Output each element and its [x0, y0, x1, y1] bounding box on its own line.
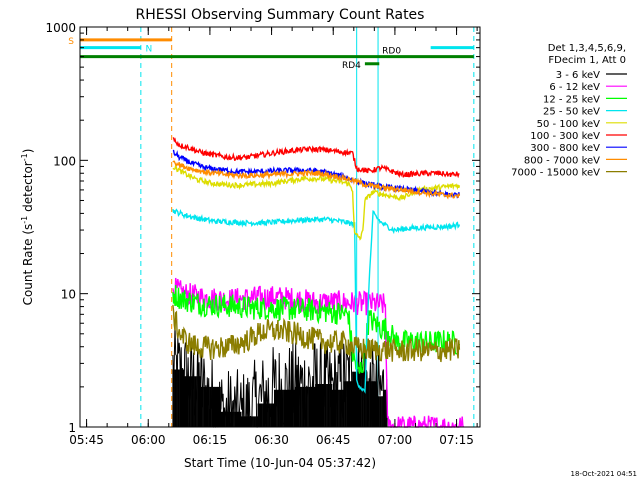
series-line-5 [172, 137, 460, 179]
y-tick-label-1: 10 [61, 288, 76, 302]
x-tick-label-3: 06:30 [254, 433, 289, 447]
legend-label-1: 6 - 12 keV [549, 82, 600, 93]
series-line-7 [172, 160, 461, 200]
legend-label-7: 800 - 7000 keV [524, 155, 600, 166]
series-line-1 [172, 277, 465, 429]
x-tick-label-5: 07:00 [378, 433, 413, 447]
legend-label-4: 50 - 100 keV [537, 119, 601, 130]
series-line-8 [172, 304, 461, 363]
legend-label-8: 7000 - 15000 keV [511, 168, 600, 179]
series-100-300keV [172, 137, 460, 179]
series-7000-15000keV [172, 304, 461, 363]
y-tick-label-0: 1 [68, 421, 76, 435]
y-tick-label-3: 1000 [45, 21, 76, 35]
legend-label-5: 100 - 300 keV [530, 131, 600, 142]
chart-title: RHESSI Observing Summary Count Rates [136, 7, 425, 23]
x-tick-label-6: 07:15 [439, 433, 474, 447]
x-tick-label-0: 05:45 [69, 433, 104, 447]
series-3-6keV [172, 324, 388, 428]
legend-label-2: 12 - 25 keV [543, 94, 600, 105]
x-axis-label: Start Time (10-Jun-04 05:37:42) [184, 456, 376, 470]
y-axis-label: Count Rate (s-1 detector-1) [20, 149, 35, 306]
annotation-label-rd0: RD0 [382, 47, 401, 57]
x-tick-label-4: 06:45 [316, 433, 351, 447]
series-800-7000keV [172, 160, 461, 200]
series-25-50keV [172, 208, 461, 394]
series-line-3 [172, 208, 461, 394]
legend-label-6: 300 - 800 keV [530, 143, 600, 154]
x-tick-label-2: 06:15 [193, 433, 228, 447]
series-12-25keV [172, 285, 461, 374]
legend-header-1: FDecim 1, Att 0 [548, 55, 626, 66]
series-6-12keV [172, 277, 465, 429]
x-tick-label-1: 06:00 [131, 433, 166, 447]
annotation-label-n: N [145, 45, 152, 55]
annotation-label-rd4: RD4 [342, 61, 361, 71]
plot-frame [79, 26, 481, 428]
timestamp: 18-Oct-2021 04:51 [571, 470, 637, 478]
legend-header-0: Det 1,3,4,5,6,9, [548, 43, 626, 54]
y-tick-label-2: 100 [53, 154, 76, 168]
annotation-label-s: S [68, 37, 74, 47]
series-line-2 [172, 285, 461, 374]
legend-label-0: 3 - 6 keV [556, 70, 600, 81]
legend-label-3: 25 - 50 keV [543, 107, 600, 118]
